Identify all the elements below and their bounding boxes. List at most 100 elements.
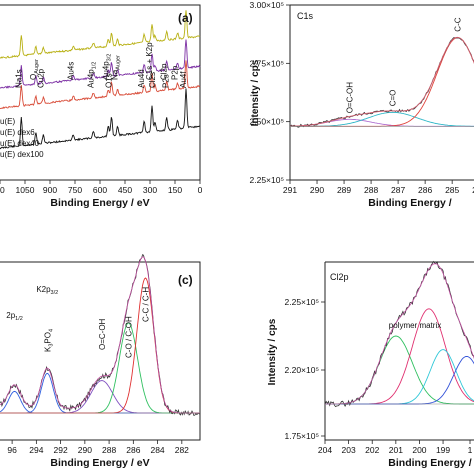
c-label-k2p32: K2p3/2 — [36, 285, 58, 296]
peak-label-9: C1s + K2p — [145, 42, 154, 80]
c-label-k2p12: 2p1/2 — [6, 311, 23, 322]
c-xtick-label-1: 294 — [29, 445, 43, 455]
panel-c-frame — [0, 261, 201, 441]
d-xtick-label-6: 1 — [468, 445, 473, 455]
panel-d-ticks: 204 203 202 201 200 199 1 2.25×10⁵ 2.20×10⁵ 1.75×… — [285, 297, 473, 455]
a-xtick-label-8: 0 — [198, 185, 203, 195]
panel-d-axes — [324, 262, 474, 441]
panel-a-x-ticks: 00 1050 900 750 600 450 300 150 0 — [0, 180, 203, 195]
c-component-0 — [0, 390, 200, 414]
peak-label-sub-7: Auger — [116, 55, 122, 70]
panel-b-peak-labels: O=C-OH C=O C-C — [346, 17, 463, 113]
peak-label-3: Au4s — [66, 62, 75, 80]
panel-a-legend: u(E) u(E) dex6 u(E) dex40 u(E) dex100 — [0, 117, 44, 159]
legend-entry-1: u(E) dex6 — [0, 128, 35, 137]
c1s-component-2 — [290, 37, 474, 127]
peak-label-13: P2p — [171, 65, 180, 80]
d-xtick-label-3: 201 — [389, 445, 403, 455]
a-xtick-label-4: 600 — [93, 185, 107, 195]
peak-label-5: Au4p3/2 — [101, 54, 112, 80]
b-xtick-label-3: 288 — [364, 185, 378, 195]
panel-d-curves — [324, 260, 474, 408]
peak-label-1: OAuger — [29, 59, 40, 80]
panel-c-x-ticks: 96 294 292 290 288 286 284 282 — [7, 440, 189, 455]
panel-c-curves — [0, 254, 201, 417]
c-label-k3po4-rest: PO — [43, 332, 52, 344]
peak-label-sub-5: 3/2 — [106, 54, 112, 62]
c-xtick-label-0: 96 — [7, 445, 17, 455]
b-xtick-label-7: 284 — [472, 185, 474, 195]
peak-label-0: Na1s — [14, 69, 23, 88]
peak-label-sub-1: Auger — [34, 59, 40, 74]
panel-d-cl2p: 204 203 202 201 200 199 1 2.25×10⁵ 2.20×10⁵ 1.75×… — [267, 260, 474, 469]
survey-trace-2 — [0, 39, 201, 89]
c1s-peak-label-2: C-C — [454, 17, 463, 31]
panel-c-x-label: Binding Energy / eV — [50, 457, 149, 469]
a-xtick-label-7: 150 — [168, 185, 182, 195]
c1s-peak-label-1: C=O — [389, 90, 398, 107]
legend-entry-2: u(E) dex40 — [0, 139, 40, 148]
d-xtick-label-4: 200 — [412, 445, 426, 455]
survey-trace-0 — [0, 88, 201, 150]
peak-label-7: NaAuger — [111, 55, 122, 80]
a-xtick-label-1: 1050 — [16, 185, 35, 195]
c-peak-label-2: C-C / C-H — [142, 287, 151, 322]
panel-c-tag: (c) — [178, 273, 193, 287]
b-xtick-label-2: 289 — [337, 185, 351, 195]
d-xtick-label-1: 203 — [342, 445, 356, 455]
peak-label-14: Au4f — [179, 71, 188, 88]
cl2p-component-2 — [325, 349, 474, 405]
peak-label-10: Cl2s — [148, 72, 157, 88]
panel-c-peak-labels: 2p1/2 K2p3/2 K3PO4 O=C-OH C-O / C-OH C-C / C-… — [6, 285, 150, 358]
b-xtick-label-6: 285 — [445, 185, 459, 195]
b-ytick-label-0: 3.00×10⁵ — [250, 0, 285, 10]
peak-label-8: Au4d — [137, 69, 146, 88]
d-xtick-label-0: 204 — [318, 445, 332, 455]
cl2p-component-0 — [325, 335, 474, 405]
panel-a-tag: (a) — [178, 11, 193, 25]
peak-label-2: Cu2p — [36, 68, 45, 88]
panel-b-ticks: 291 290 289 288 287 286 285 284 3.00×10⁵ 2.75×10⁵… — [250, 0, 474, 195]
c1s-peak-label-0: O=C-OH — [346, 82, 355, 114]
cl2p-component-3 — [325, 355, 474, 405]
b-ytick-label-1: 2.75×10⁵ — [250, 58, 285, 68]
panel-d-title: Cl2p — [330, 272, 349, 282]
peak-label-4: Au4p1/2 — [86, 62, 97, 88]
a-xtick-label-6: 300 — [143, 185, 157, 195]
c-label-k3po4: K3PO4 — [43, 329, 54, 352]
panel-b-axes — [289, 5, 474, 181]
b-ytick-label-3: 2.25×10⁵ — [250, 175, 285, 185]
a-xtick-label-5: 450 — [118, 185, 132, 195]
c1s-envelope — [289, 36, 474, 127]
c-xtick-label-4: 288 — [102, 445, 116, 455]
c-label-k2p32-sub: 3/2 — [51, 290, 59, 296]
panel-d-y-label: Intensity / cps — [267, 318, 278, 385]
panel-b-curves — [289, 36, 474, 128]
c-peak-label-0: O=C-OH — [98, 318, 107, 350]
a-xtick-label-2: 900 — [43, 185, 57, 195]
d-ytick-label-1: 2.20×10⁵ — [285, 365, 320, 375]
d-xtick-label-5: 199 — [436, 445, 450, 455]
panel-d-x-label: Binding Energy / — [388, 457, 472, 469]
panel-b-y-label: Intensity / cps — [250, 59, 261, 126]
b-xtick-label-5: 286 — [418, 185, 432, 195]
peak-label-sub-4: 1/2 — [91, 62, 97, 70]
panel-a-traces — [0, 10, 201, 150]
d-ytick-label-0: 2.25×10⁵ — [285, 297, 320, 307]
a-xtick-label-0: 00 — [0, 185, 5, 195]
c-component-3 — [0, 380, 200, 414]
peak-label-12: P2s — [161, 74, 170, 88]
survey-trace-3 — [0, 10, 201, 59]
panel-a-x-label: Binding Energy / eV — [50, 197, 149, 209]
c-xtick-label-2: 292 — [54, 445, 68, 455]
legend-entry-0: u(E) — [0, 117, 15, 126]
d-ytick-label-2: 1.75×10⁵ — [285, 431, 320, 441]
c-xtick-label-3: 290 — [78, 445, 92, 455]
c-envelope — [0, 256, 200, 414]
c-xtick-label-5: 286 — [126, 445, 140, 455]
b-xtick-label-1: 290 — [310, 185, 324, 195]
panel-b-title: C1s — [297, 11, 314, 21]
